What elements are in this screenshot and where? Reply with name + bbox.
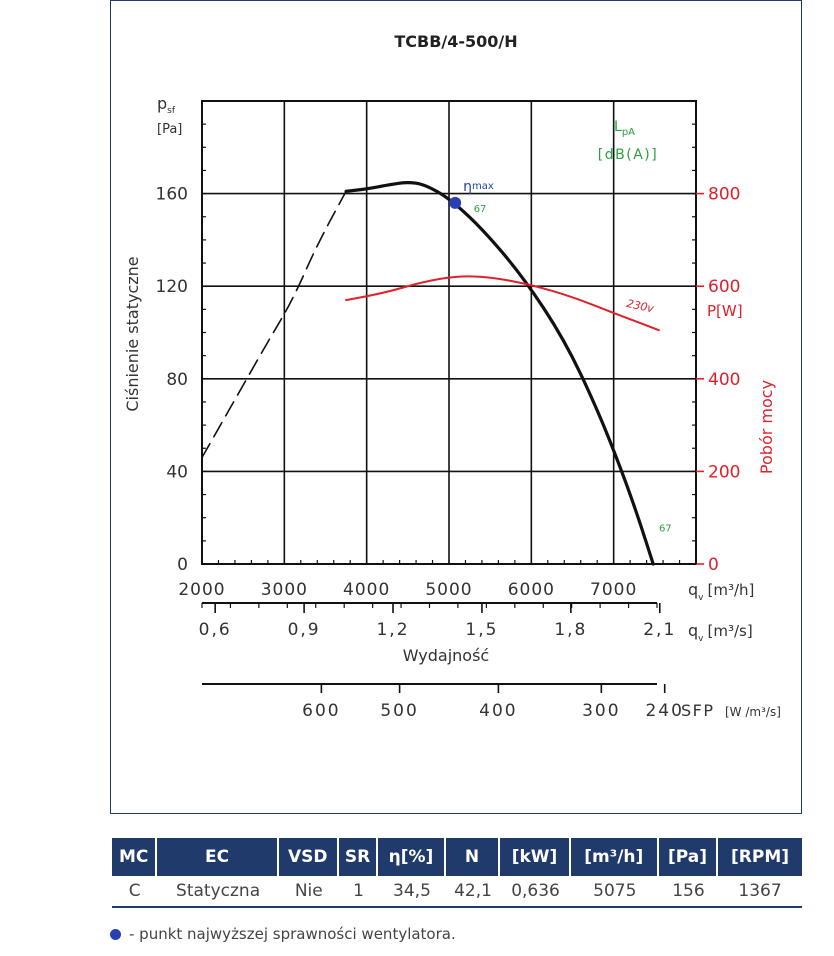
table-row: C Statyczna Nie 1 34,5 42,1 0,636 5075 156 1367 xyxy=(112,876,802,908)
x-tick-label: 5000 xyxy=(425,580,472,600)
table-cell: 34,5 xyxy=(378,876,446,908)
sfp-unit: [W /m³/s] xyxy=(725,705,781,719)
y2-tick-label: 400 xyxy=(708,370,740,390)
sfp-label: SFP xyxy=(681,701,715,720)
x-unit-sub: v xyxy=(698,593,704,603)
lpa-label: LpA xyxy=(614,119,635,138)
table-cell: 0,636 xyxy=(500,876,571,908)
table-header-row: MC EC VSD SR η[%] N [kW] [m³/h] [Pa] [RPM] xyxy=(112,838,802,876)
y-unit-sub: sf xyxy=(167,106,176,116)
y-tick-label: 40 xyxy=(166,462,188,482)
x2-tick-label: 2,1 xyxy=(643,620,676,640)
table-header-cell: [m³/h] xyxy=(570,838,659,876)
table-header-cell: SR xyxy=(338,838,379,876)
lpa-annotation: 67 xyxy=(659,524,672,535)
y-tick-label: 160 xyxy=(156,185,188,205)
chart-frame: TCBB/4-500/H 0 40 80 120 160 0 200 400 600 800 2000… xyxy=(110,0,802,814)
efficiency-point-icon xyxy=(110,928,121,940)
table-header-cell: MC xyxy=(112,838,158,876)
y-tick-label: 80 xyxy=(166,370,188,390)
x-unit-label: qv [m³/h] xyxy=(688,580,754,603)
table-header-cell: [RPM] xyxy=(718,838,802,876)
y2-tick-label: 200 xyxy=(708,462,740,482)
sfp-tick-label: 300 xyxy=(582,701,620,721)
y-unit-label: psf xyxy=(157,94,176,116)
table-cell: 156 xyxy=(658,876,719,908)
sfp-tick-label: 400 xyxy=(479,701,517,721)
lpa-sub: pA xyxy=(622,127,635,138)
x2-unit-label: qv [m³/s] xyxy=(688,621,753,644)
table-cell: Statyczna xyxy=(157,876,279,908)
power-line xyxy=(345,275,660,332)
table-header-cell: N xyxy=(445,838,501,876)
sfp-tick-label: 600 xyxy=(302,701,340,721)
y-axis-title: Ciśnienie statyczne xyxy=(123,256,142,411)
y-tick-label: 120 xyxy=(156,277,188,297)
table-header-cell: EC xyxy=(157,838,279,876)
legend-note-text: - punkt najwyższej sprawności wentylator… xyxy=(129,925,456,943)
y2-tick-label: 800 xyxy=(708,185,740,205)
x2-unit-bracket: [m³/s] xyxy=(707,622,752,640)
table-cell: 1 xyxy=(338,876,379,908)
eta-max-label: ηmax xyxy=(463,179,494,195)
y2-axis-title: Pobór mocy xyxy=(757,380,776,474)
x-axis-title: Wydajność xyxy=(403,646,489,665)
x-tick-label: 3000 xyxy=(261,580,308,600)
table-cell: C xyxy=(112,876,158,908)
table-header-cell: η[%] xyxy=(378,838,446,876)
y-unit-bracket: [Pa] xyxy=(157,122,182,137)
y2-tick-label: 0 xyxy=(708,555,719,575)
x2-tick-label: 0,6 xyxy=(199,620,232,640)
power-series-label: 230v xyxy=(625,297,655,316)
fan-performance-chart: TCBB/4-500/H 0 40 80 120 160 0 200 400 600 800 2000… xyxy=(123,32,781,721)
x2-tick-label: 1,5 xyxy=(465,620,498,640)
lpa-annotation: 67 xyxy=(474,204,487,215)
x-tick-label: 6000 xyxy=(508,580,555,600)
table-cell: Nie xyxy=(278,876,339,908)
table-cell: 1367 xyxy=(718,876,802,908)
y-tick-label: 0 xyxy=(177,555,188,575)
table-header-cell: [kW] xyxy=(500,838,571,876)
x-tick-label: 4000 xyxy=(343,580,390,600)
lpa-unit: [dB(A)] xyxy=(598,147,658,163)
table-cell: 5075 xyxy=(570,876,659,908)
x2-tick-label: 0,9 xyxy=(288,620,321,640)
efficiency-max-point xyxy=(449,196,462,209)
y2-unit-label: P[W] xyxy=(707,302,743,320)
x2-tick-label: 1,8 xyxy=(554,620,587,640)
eta-max-sub: max xyxy=(472,181,494,192)
x-tick-label: 2000 xyxy=(178,580,225,600)
table-header-cell: VSD xyxy=(278,838,339,876)
sfp-tick-label: 240 xyxy=(645,701,683,721)
x-unit-bracket: [m³/h] xyxy=(707,581,754,599)
x-tick-label: 7000 xyxy=(590,580,637,600)
y2-tick-label: 600 xyxy=(708,277,740,297)
x2-unit-sub: v xyxy=(698,634,704,644)
chart-title: TCBB/4-500/H xyxy=(394,32,517,51)
pressure-line xyxy=(344,181,655,566)
x2-tick-label: 1,2 xyxy=(376,620,409,640)
legend-note: - punkt najwyższej sprawności wentylator… xyxy=(110,925,456,943)
pressure_dashed-line xyxy=(201,190,347,459)
table-cell: 42,1 xyxy=(445,876,501,908)
table-header-cell: [Pa] xyxy=(658,838,719,876)
parameters-table: MC EC VSD SR η[%] N [kW] [m³/h] [Pa] [RPM] C Staty… xyxy=(112,838,802,908)
sfp-tick-label: 500 xyxy=(380,701,418,721)
